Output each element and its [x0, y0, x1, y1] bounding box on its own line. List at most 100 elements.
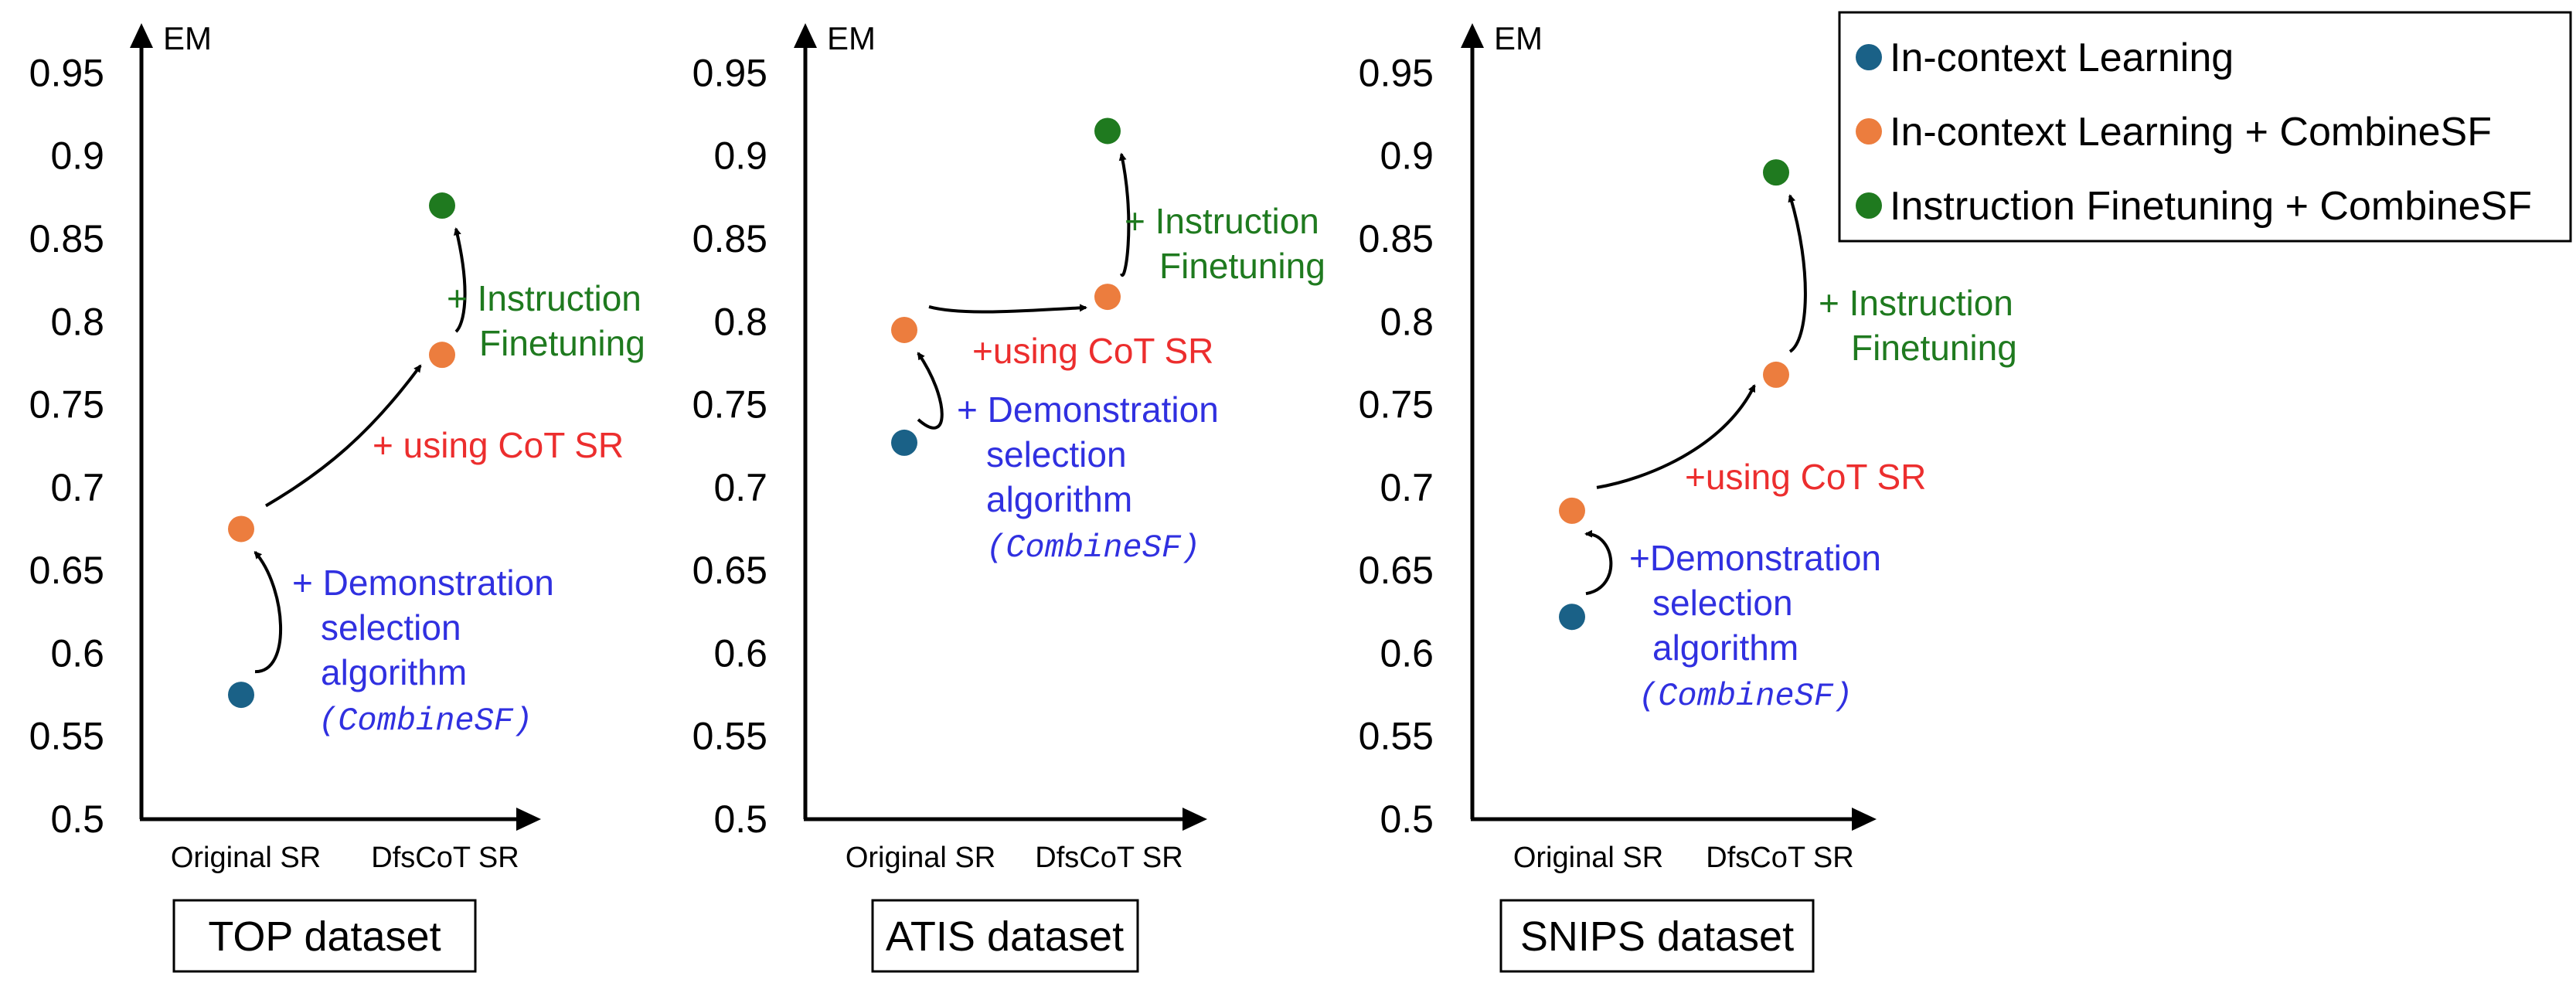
- title-box: [871, 899, 1139, 973]
- chart-panel-3: EM 0.5 0.55 0.6 0.65 0.7 0.75 0.8 0.85 0.9 0.95 Ori…: [1359, 20, 2017, 973]
- chart-title: SNIPS dataset: [1520, 913, 1794, 960]
- data-point-ift-combine: [1763, 159, 1789, 186]
- transition-arrow: [254, 550, 283, 674]
- data-point-icl-combine: [429, 342, 455, 369]
- transition-arrow: [453, 227, 467, 333]
- y-axis-label: EM: [1494, 20, 1543, 56]
- annotation-text: selection: [986, 434, 1127, 474]
- annotation-text: + Instruction: [1125, 201, 1319, 241]
- y-tick-label: 0.8: [50, 300, 104, 343]
- transition-arrow: [1596, 384, 1756, 489]
- chart-title: ATIS dataset: [886, 913, 1124, 960]
- chart-panel-1: EM 0.5 0.55 0.6 0.65 0.7 0.75 0.8 0.85 0.9 0.95 Ori…: [29, 20, 645, 973]
- title-box: [172, 899, 477, 973]
- legend-label: Instruction Finetuning + CombineSF: [1890, 184, 2532, 229]
- annotation-text: +using CoT SR: [1685, 457, 1926, 497]
- y-tick-label: 0.8: [713, 300, 767, 343]
- y-tick-label: 0.5: [1380, 798, 1434, 841]
- x-axis-arrow: [516, 808, 541, 831]
- annotation-text: Finetuning: [479, 323, 645, 363]
- annotation-text: algorithm: [321, 652, 467, 692]
- y-tick-label: 0.5: [713, 798, 767, 841]
- y-tick-label: 0.9: [1380, 134, 1434, 178]
- annotation-code: (CombineSF): [318, 702, 533, 740]
- x-tick-label: Original SR: [846, 842, 995, 874]
- data-point-icl: [228, 682, 254, 709]
- y-tick-label: 0.7: [1380, 466, 1434, 509]
- y-tick-label: 0.9: [50, 134, 104, 178]
- transition-arrow: [928, 304, 1087, 314]
- annotation-text: + Demonstration: [957, 389, 1219, 430]
- annotation-text: +Demonstration: [1629, 538, 1881, 578]
- y-tick-label: 0.65: [692, 549, 767, 592]
- x-tick-label: Original SR: [171, 842, 321, 874]
- legend-marker: [1856, 118, 1882, 145]
- annotation-text: + Instruction: [1819, 283, 2013, 323]
- annotation-text: + Demonstration: [292, 563, 554, 603]
- annotation-text: +using CoT SR: [972, 331, 1213, 371]
- annotation-text: + using CoT SR: [373, 425, 624, 465]
- y-tick-label: 0.95: [29, 51, 104, 94]
- y-tick-label: 0.6: [50, 631, 104, 675]
- annotation-text: algorithm: [1652, 628, 1798, 668]
- annotation-code: (CombineSF): [1638, 678, 1853, 715]
- y-axis-label: EM: [827, 20, 876, 56]
- annotation-code: (CombineSF): [986, 529, 1200, 566]
- y-tick-label: 0.7: [50, 466, 104, 509]
- y-tick-label: 0.55: [692, 715, 767, 758]
- x-tick-label: DfsCoT SR: [371, 842, 519, 874]
- transition-arrow: [1788, 194, 1807, 353]
- data-point-ift-combine: [429, 192, 455, 219]
- annotation-text: Finetuning: [1159, 246, 1325, 286]
- annotation-text: selection: [1652, 583, 1793, 623]
- legend-marker: [1856, 192, 1882, 219]
- y-tick-label: 0.7: [713, 466, 767, 509]
- y-axis-label: EM: [163, 20, 212, 56]
- transition-arrow: [1584, 529, 1613, 596]
- y-tick-label: 0.6: [1380, 631, 1434, 675]
- y-tick-label: 0.8: [1380, 300, 1434, 343]
- data-point-icl-combine: [1559, 497, 1585, 524]
- legend-label: In-context Learning + CombineSF: [1890, 110, 2492, 155]
- y-tick-label: 0.75: [29, 383, 104, 427]
- x-tick-label: DfsCoT SR: [1706, 842, 1853, 874]
- data-point-icl-combine: [891, 316, 917, 343]
- data-point-icl: [891, 429, 917, 456]
- annotation-text: selection: [321, 607, 461, 648]
- data-point-icl: [1559, 604, 1585, 631]
- legend-box: [1838, 11, 2572, 243]
- x-tick-label: DfsCoT SR: [1035, 842, 1183, 874]
- title-box: [1499, 899, 1815, 973]
- y-tick-label: 0.9: [713, 134, 767, 178]
- data-point-icl-combine: [228, 515, 254, 543]
- y-tick-label: 0.65: [29, 549, 104, 592]
- y-tick-label: 0.85: [1359, 217, 1434, 260]
- y-tick-label: 0.65: [1359, 549, 1434, 592]
- data-point-ift-combine: [1094, 117, 1121, 145]
- legend-marker: [1856, 44, 1882, 70]
- y-tick-label: 0.6: [713, 631, 767, 675]
- y-tick-label: 0.75: [692, 383, 767, 427]
- chart-title: TOP dataset: [208, 913, 441, 960]
- legend: In-context Learning In-context Learning +…: [1838, 11, 2572, 243]
- transition-arrow: [917, 352, 944, 430]
- x-tick-label: Original SR: [1513, 842, 1663, 874]
- x-axis-arrow: [1852, 808, 1877, 831]
- annotation-text: Finetuning: [1851, 328, 2017, 368]
- data-point-icl-combine: [1763, 361, 1789, 388]
- data-point-icl-combine: [1094, 284, 1121, 311]
- y-tick-label: 0.55: [29, 715, 104, 758]
- x-axis-arrow: [1183, 808, 1207, 831]
- y-tick-label: 0.95: [692, 51, 767, 94]
- y-tick-label: 0.55: [1359, 715, 1434, 758]
- y-tick-label: 0.95: [1359, 51, 1434, 94]
- annotation-text: algorithm: [986, 479, 1132, 519]
- y-tick-label: 0.85: [692, 217, 767, 260]
- transition-arrow: [264, 364, 422, 508]
- y-tick-label: 0.5: [50, 798, 104, 841]
- y-axis-arrow: [1461, 23, 1484, 48]
- y-axis-arrow: [794, 23, 817, 48]
- annotation-text: + Instruction: [447, 278, 641, 318]
- y-tick-label: 0.75: [1359, 383, 1434, 427]
